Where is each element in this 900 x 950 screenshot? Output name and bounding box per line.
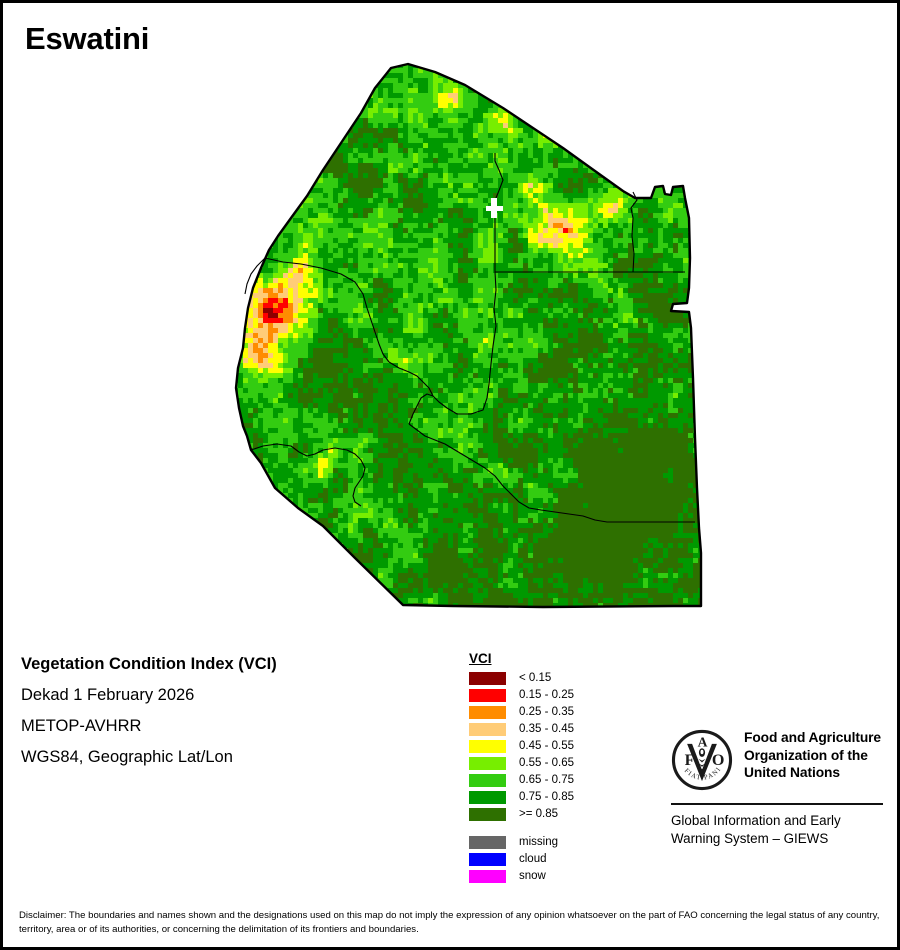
- legend-class-list: < 0.15 0.15 - 0.25 0.25 - 0.35 0.35 - 0.45 0…: [469, 670, 574, 822]
- legend-class-swatch: [469, 773, 506, 787]
- admin-boundary-line: [250, 443, 366, 507]
- legend-class-label: < 0.15: [519, 672, 552, 684]
- page-title: Eswatini: [25, 21, 150, 56]
- legend-class-swatch: [469, 671, 506, 685]
- map-canvas[interactable]: [203, 58, 703, 628]
- admin-boundary-line: [408, 423, 695, 523]
- admin-boundary-line: [264, 257, 434, 397]
- legend-class-label: 0.65 - 0.75: [519, 774, 574, 786]
- legend-special-label: cloud: [519, 853, 547, 865]
- legend-class-row[interactable]: 0.15 - 0.25: [469, 687, 574, 703]
- capital-city-marker: [486, 198, 503, 218]
- legend-class-label: 0.15 - 0.25: [519, 689, 574, 701]
- fao-organization-name: Food and Agriculture Organization of the…: [744, 729, 881, 782]
- legend-class-row[interactable]: 0.65 - 0.75: [469, 772, 574, 788]
- legend-class-swatch: [469, 756, 506, 770]
- legend-special-list: missing cloud snow: [469, 834, 574, 884]
- legend-special-swatch: [469, 835, 506, 849]
- country-border: [234, 62, 703, 609]
- legend-class-label: 0.55 - 0.65: [519, 757, 574, 769]
- legend-class-row[interactable]: 0.35 - 0.45: [469, 721, 574, 737]
- vci-raster-map[interactable]: [203, 58, 703, 628]
- admin-boundaries: [244, 153, 695, 523]
- legend-special-swatch: [469, 869, 506, 883]
- legend-class-swatch: [469, 790, 506, 804]
- legend-class-swatch: [469, 739, 506, 753]
- legend-special-label: missing: [519, 836, 558, 848]
- admin-boundary-line: [408, 271, 497, 425]
- legend-class-row[interactable]: < 0.15: [469, 670, 574, 686]
- admin-boundary-line: [244, 257, 266, 295]
- legend-class-label: 0.75 - 0.85: [519, 791, 574, 803]
- disclaimer-text: Disclaimer: The boundaries and names sho…: [19, 910, 880, 935]
- legend-class-swatch: [469, 722, 506, 736]
- fao-name-line-3: United Nations: [744, 765, 840, 781]
- fao-branding-block: F A O FIAT PANIS Food and Agriculture Or…: [668, 724, 886, 847]
- legend-class-label: 0.25 - 0.35: [519, 706, 574, 718]
- legend-special-row[interactable]: cloud: [469, 851, 574, 867]
- legend-special-row[interactable]: snow: [469, 868, 574, 884]
- fao-divider: [671, 803, 883, 805]
- legend-class-label: 0.35 - 0.45: [519, 723, 574, 735]
- info-projection: WGS84, Geographic Lat/Lon: [21, 748, 233, 766]
- fao-logo-icon: F A O FIAT PANIS: [668, 724, 733, 796]
- fao-name-line-2: Organization of the: [744, 747, 868, 763]
- legend-class-row[interactable]: >= 0.85: [469, 806, 574, 822]
- info-sensor: METOP-AVHRR: [21, 717, 142, 735]
- raster-cells-group: [236, 64, 701, 607]
- map-legend: VCI < 0.15 0.15 - 0.25 0.25 - 0.35 0.35 - 0…: [469, 651, 574, 885]
- giews-line-1: Global Information and Early: [671, 813, 841, 828]
- legend-class-swatch: [469, 705, 506, 719]
- legend-class-row[interactable]: 0.45 - 0.55: [469, 738, 574, 754]
- legend-special-row[interactable]: missing: [469, 834, 574, 850]
- legend-class-label: >= 0.85: [519, 808, 559, 820]
- legend-class-row[interactable]: 0.75 - 0.85: [469, 789, 574, 805]
- legend-class-swatch: [469, 688, 506, 702]
- giews-system-name: Global Information and Early Warning Sys…: [671, 812, 886, 847]
- info-period: Dekad 1 February 2026: [21, 686, 195, 704]
- legend-class-row[interactable]: 0.25 - 0.35: [469, 704, 574, 720]
- legend-class-swatch: [469, 807, 506, 821]
- map-info-block: Vegetation Condition Index (VCI) Dekad 1…: [21, 655, 441, 779]
- legend-special-swatch: [469, 852, 506, 866]
- fao-name-line-1: Food and Agriculture: [744, 730, 881, 745]
- legend-special-label: snow: [519, 870, 546, 882]
- info-product-title: Vegetation Condition Index (VCI): [21, 655, 277, 673]
- legend-title: VCI: [469, 651, 492, 666]
- legend-class-row[interactable]: 0.55 - 0.65: [469, 755, 574, 771]
- giews-line-2: Warning System – GIEWS: [671, 830, 829, 846]
- legend-class-label: 0.45 - 0.55: [519, 740, 574, 752]
